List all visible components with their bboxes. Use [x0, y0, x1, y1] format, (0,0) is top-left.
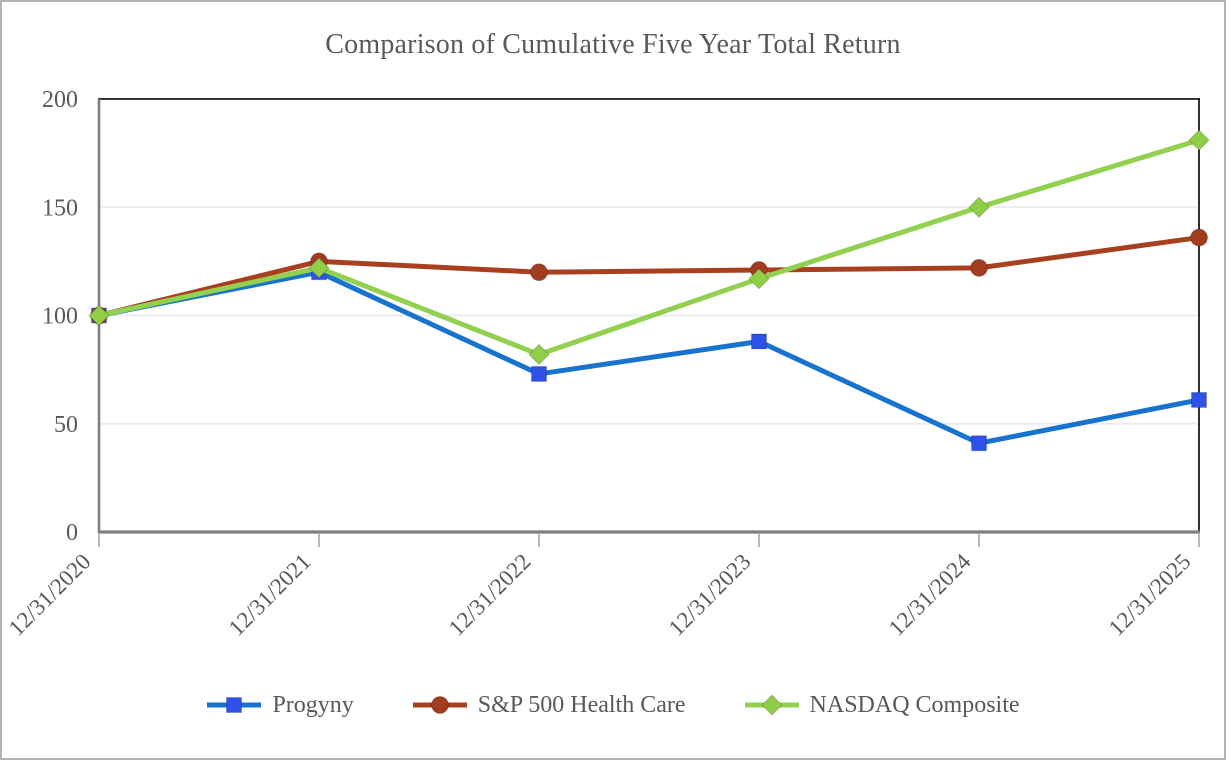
data-point-diamond: [1188, 129, 1210, 151]
x-tick-label: 12/31/2022: [444, 549, 536, 641]
legend-item-progyny: Progyny: [206, 691, 354, 719]
legend-item-s-p-500-health-care: S&P 500 Health Care: [412, 692, 686, 719]
data-point-diamond: [528, 343, 550, 366]
data-point-circle: [970, 258, 988, 277]
data-point-diamond: [88, 304, 110, 327]
x-tick-label: 12/31/2021: [224, 549, 316, 641]
data-point-circle: [430, 696, 449, 714]
data-point-square: [531, 365, 547, 382]
series-line-progyny: [96, 269, 1202, 446]
data-point-diamond: [748, 267, 770, 290]
legend-key-square-icon: [207, 697, 262, 713]
data-point-circle: [1190, 228, 1208, 247]
x-tick-label: 12/31/2023: [664, 549, 756, 641]
y-tick-label: 150: [42, 195, 78, 221]
data-point-diamond: [760, 694, 783, 716]
legend-label: NASDAQ Composite: [809, 691, 1020, 718]
data-point-diamond: [308, 257, 330, 279]
legend-label: S&P 500 Health Care: [477, 691, 686, 718]
x-tick-label: 12/31/2020: [4, 549, 96, 641]
x-tick-label: 12/31/2024: [884, 549, 976, 641]
series-line-nasdaq-composite: [96, 137, 1202, 357]
data-point-square: [751, 333, 767, 350]
data-point-square: [971, 435, 987, 452]
chart-title: Comparison of Cumulative Five Year Total…: [325, 29, 901, 60]
series-s-p-500-health-care: [90, 228, 1208, 325]
data-point-diamond: [968, 196, 990, 218]
legend-key-diamond-icon: [744, 694, 799, 716]
legend-label: Progyny: [272, 691, 354, 718]
y-tick-label: 0: [66, 520, 78, 546]
x-tick-label: 12/31/2025: [1104, 549, 1196, 641]
y-tick-label: 100: [42, 304, 78, 330]
data-point-circle: [530, 263, 548, 282]
y-tick-label: 200: [42, 87, 78, 113]
chart-legend: Progyny S&P 500 Health Care NASDAQ Composi…: [2, 684, 1224, 726]
series-nasdaq-composite: [88, 129, 1210, 366]
data-point-square: [226, 697, 243, 713]
legend-item-nasdaq-composite: NASDAQ Composite: [744, 692, 1020, 719]
y-tick-label: 50: [54, 412, 78, 438]
legend-key-circle-icon: [412, 696, 467, 714]
data-point-square: [1191, 391, 1207, 408]
series-line-s-p-500-health-care: [96, 235, 1202, 318]
